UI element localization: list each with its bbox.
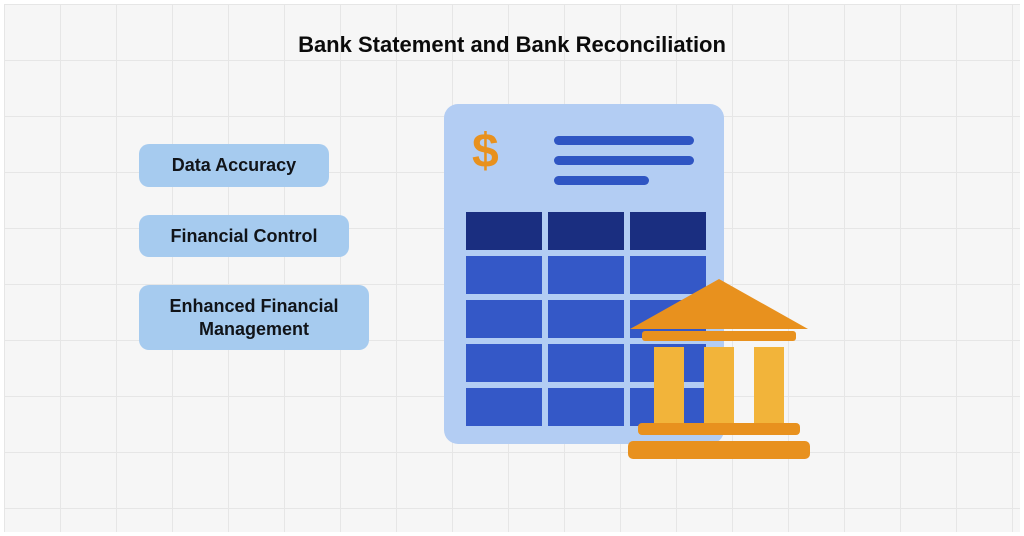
header-line: [554, 156, 694, 165]
table-cell: [548, 256, 624, 294]
badge-enhanced-financial-management: Enhanced FinancialManagement: [139, 285, 369, 350]
statement-header-lines: [554, 136, 694, 196]
table-cell: [548, 212, 624, 250]
table-cell: [548, 388, 624, 426]
table-cell: [466, 388, 542, 426]
badge-data-accuracy: Data Accuracy: [139, 144, 329, 187]
table-cell: [466, 344, 542, 382]
table-cell: [466, 212, 542, 250]
table-cell: [466, 256, 542, 294]
bank-building-icon: [624, 279, 814, 459]
page-title: Bank Statement and Bank Reconciliation: [4, 32, 1020, 58]
table-cell: [548, 300, 624, 338]
table-cell: [548, 344, 624, 382]
benefit-badges: Data Accuracy Financial Control Enhanced…: [139, 144, 369, 350]
badge-financial-control: Financial Control: [139, 215, 349, 258]
header-line: [554, 176, 649, 185]
header-line: [554, 136, 694, 145]
table-cell: [630, 212, 706, 250]
table-cell: [466, 300, 542, 338]
statement-illustration: $: [444, 104, 784, 484]
infographic-canvas: Bank Statement and Bank Reconciliation D…: [0, 0, 1024, 536]
dollar-icon: $: [472, 124, 499, 179]
